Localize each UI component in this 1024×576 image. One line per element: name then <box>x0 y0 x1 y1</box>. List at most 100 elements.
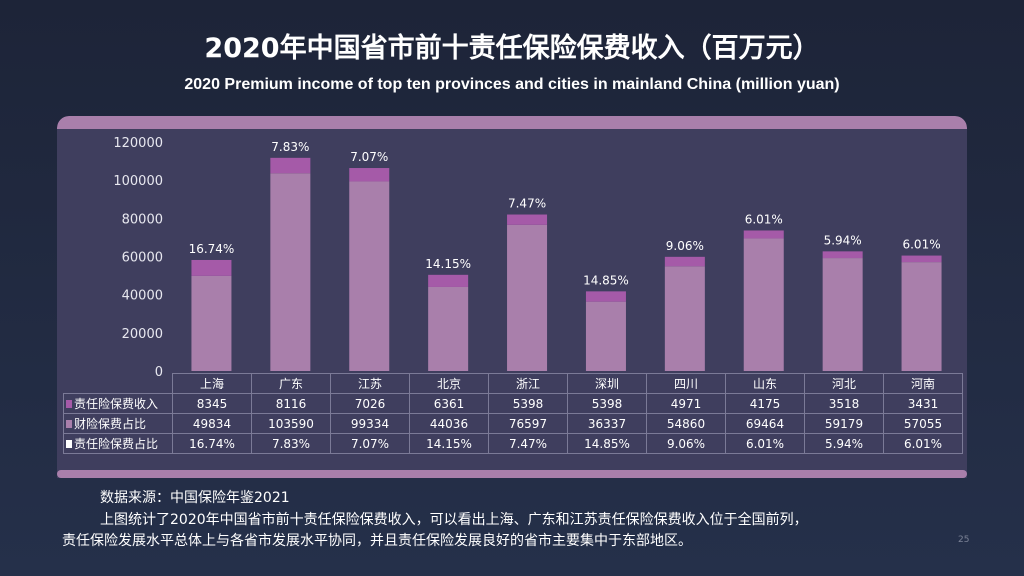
table-cell: 7.07% <box>330 433 410 454</box>
table-row: 责任险保费收入 8345 8116 7026 6361 5398 5398 4971 4175 3… <box>63 393 963 414</box>
page-number: 25 <box>958 535 970 545</box>
y-tick-label: 40000 <box>122 289 163 304</box>
legend-swatch-icon <box>66 440 72 448</box>
bar-segment-property-premium <box>664 266 705 371</box>
y-tick-label: 60000 <box>122 251 163 266</box>
bar-segment-liability-premium <box>743 230 784 239</box>
bar-segment-property-premium <box>349 181 390 371</box>
y-tick-label: 80000 <box>122 212 163 227</box>
table-cell: 6.01% <box>883 433 963 454</box>
table-cell: 3431 <box>883 393 963 414</box>
table-cell: 69464 <box>725 413 805 434</box>
table-cell: 14.15% <box>409 433 489 454</box>
bar-segment-property-premium <box>585 301 626 371</box>
data-label-percentage: 7.07% <box>350 150 388 164</box>
data-source: 数据来源：中国保险年鉴2021 <box>100 490 290 506</box>
table-header-row: 上海 广东 江苏 北京 浙江 深圳 四川 山东 河北 河南 <box>63 373 963 394</box>
bar-segment-liability-premium <box>270 157 311 174</box>
category-label: 江苏 <box>330 373 410 394</box>
table-cell: 5398 <box>567 393 647 414</box>
data-label-percentage: 14.15% <box>425 257 471 271</box>
y-tick-label: 0 <box>155 365 163 380</box>
bar-segment-liability-premium <box>191 259 232 276</box>
data-label-percentage: 14.85% <box>583 273 629 287</box>
table-row: 财险保费占比 49834 103590 99334 44036 76597 36337 548… <box>63 413 963 434</box>
table-cell: 59179 <box>804 413 884 434</box>
table-cell: 14.85% <box>567 433 647 454</box>
bar-segment-liability-premium <box>428 274 469 287</box>
bar-segment-property-premium <box>901 262 942 371</box>
table-cell: 36337 <box>567 413 647 434</box>
table-cell: 6.01% <box>725 433 805 454</box>
category-label: 山东 <box>725 373 805 394</box>
data-label-percentage: 7.47% <box>508 197 546 211</box>
bar-segment-liability-premium <box>507 214 548 225</box>
stacked-bar-chart: 0 20000 40000 60000 80000 100000 120000 16.74% 7… <box>113 136 942 380</box>
bar-segment-liability-premium <box>585 291 626 302</box>
bar-segment-liability-premium <box>664 256 705 267</box>
table-row: 责任险保费占比 16.74% 7.83% 7.07% 14.15% 7.47% 14.85%… <box>63 433 963 454</box>
legend-label: 责任险保费占比 <box>74 437 159 451</box>
legend-entry: 责任险保费收入 <box>63 393 173 414</box>
table-cell: 8116 <box>251 393 331 414</box>
table-cell: 99334 <box>330 413 410 434</box>
category-label: 深圳 <box>567 373 647 394</box>
table-cell: 6361 <box>409 393 489 414</box>
y-tick-label: 100000 <box>113 174 163 189</box>
category-label: 上海 <box>172 373 252 394</box>
bar-segment-property-premium <box>191 275 232 371</box>
legend-swatch-icon <box>66 420 72 428</box>
page-title: 2020年中国省市前十责任保险保费收入（百万元） <box>204 33 820 64</box>
category-label: 四川 <box>646 373 726 394</box>
table-cell: 44036 <box>409 413 489 434</box>
legend-label: 财险保费占比 <box>74 417 147 431</box>
data-label-percentage: 9.06% <box>666 239 704 253</box>
table-cell: 57055 <box>883 413 963 434</box>
bar-segment-property-premium <box>270 173 311 371</box>
data-table: 上海 广东 江苏 北京 浙江 深圳 四川 山东 河北 河南 责任险保费收入 8345 8116 7026 6… <box>63 373 963 454</box>
category-label: 河北 <box>804 373 884 394</box>
table-cell: 4971 <box>646 393 726 414</box>
table-cell: 8345 <box>172 393 252 414</box>
table-cell: 5.94% <box>804 433 884 454</box>
table-cell: 16.74% <box>172 433 252 454</box>
category-label: 广东 <box>251 373 331 394</box>
page-subtitle: 2020 Premium income of top ten provinces… <box>184 76 840 93</box>
data-label-percentage: 16.74% <box>189 242 235 256</box>
y-tick-label: 120000 <box>113 136 163 151</box>
data-label-percentage: 7.83% <box>271 140 309 154</box>
data-label-percentage: 5.94% <box>824 233 862 247</box>
bar-segment-liability-premium <box>901 255 942 263</box>
table-cell: 103590 <box>251 413 331 434</box>
data-label-percentage: 6.01% <box>745 212 783 226</box>
bar-segment-liability-premium <box>349 168 390 182</box>
panel-header-bar <box>57 116 967 129</box>
bar-segment-property-premium <box>428 286 469 371</box>
table-cell: 3518 <box>804 393 884 414</box>
table-cell: 49834 <box>172 413 252 434</box>
legend-label: 责任险保费收入 <box>74 397 159 411</box>
category-label: 北京 <box>409 373 489 394</box>
table-cell: 76597 <box>488 413 568 434</box>
bar-segment-property-premium <box>743 238 784 371</box>
table-cell: 7026 <box>330 393 410 414</box>
category-label: 河南 <box>883 373 963 394</box>
data-label-percentage: 6.01% <box>902 238 940 252</box>
y-tick-label: 20000 <box>122 327 163 342</box>
table-cell: 54860 <box>646 413 726 434</box>
legend-entry: 财险保费占比 <box>63 413 173 434</box>
bar-segment-liability-premium <box>822 251 863 259</box>
bar-segment-property-premium <box>822 258 863 371</box>
legend-swatch-icon <box>66 400 72 408</box>
table-cell: 7.47% <box>488 433 568 454</box>
description-line-1: 上图统计了2020年中国省市前十责任保险保费收入，可以看出上海、广东和江苏责任保… <box>100 512 808 528</box>
category-label: 浙江 <box>488 373 568 394</box>
panel-footer-bar <box>57 470 967 478</box>
bar-segment-property-premium <box>507 224 548 371</box>
legend-entry: 责任险保费占比 <box>63 433 173 454</box>
table-cell: 7.83% <box>251 433 331 454</box>
table-cell: 9.06% <box>646 433 726 454</box>
table-cell: 4175 <box>725 393 805 414</box>
table-corner <box>63 373 173 394</box>
table-cell: 5398 <box>488 393 568 414</box>
